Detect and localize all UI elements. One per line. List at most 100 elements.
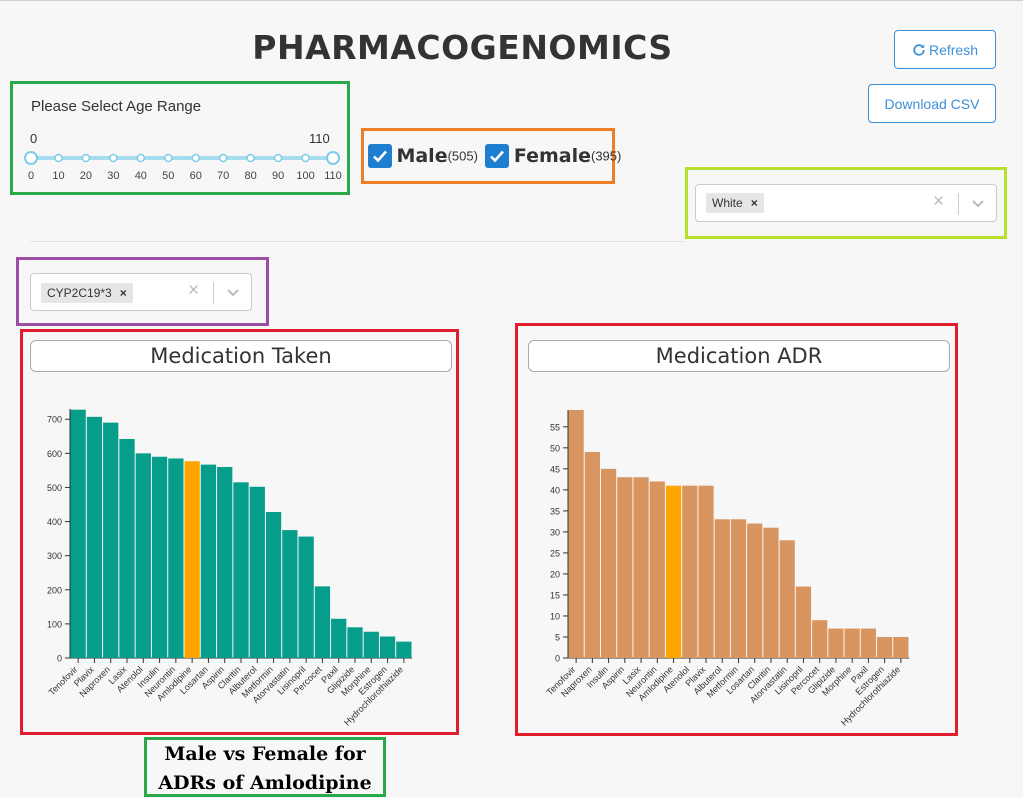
bar[interactable] <box>665 485 682 658</box>
bar[interactable] <box>860 628 877 658</box>
bar[interactable] <box>151 456 168 658</box>
male-label: Male <box>396 145 448 167</box>
medication-taken-panel: Medication Taken 0 100 200 300 400 500 600 700 T… <box>20 329 459 735</box>
age-slider-dot <box>273 153 283 163</box>
age-slider-max-handle[interactable] <box>326 151 340 165</box>
age-tick-label: 30 <box>107 170 120 182</box>
bar[interactable] <box>828 628 844 658</box>
y-tick-label: 5 <box>555 632 560 642</box>
bar[interactable] <box>617 477 633 658</box>
y-tick-label: 300 <box>47 551 62 561</box>
select-separator <box>213 282 214 304</box>
medication-adr-chart: 0510152025303540455055TenofovirNaproxenI… <box>545 410 909 728</box>
age-slider-min-handle[interactable] <box>24 151 38 165</box>
bar[interactable] <box>135 453 151 658</box>
bar[interactable] <box>730 519 747 658</box>
female-label: Female <box>513 145 591 167</box>
bar[interactable] <box>600 468 617 658</box>
age-slider-dot <box>54 153 63 163</box>
bar[interactable] <box>763 527 779 658</box>
bar[interactable] <box>795 586 812 658</box>
age-slider-dot <box>301 153 310 163</box>
bar[interactable] <box>233 482 249 658</box>
y-tick-label: 0 <box>555 654 560 664</box>
gene-select[interactable]: CYP2C19*3 × × <box>30 273 252 311</box>
race-filter-box: White × × <box>685 167 1007 239</box>
bar[interactable] <box>86 416 103 658</box>
gene-tag: CYP2C19*3 × <box>41 283 133 303</box>
female-checkbox[interactable] <box>485 144 510 168</box>
bar[interactable] <box>282 530 298 658</box>
age-slider-dot <box>218 153 228 163</box>
age-tick-label: 50 <box>162 170 175 182</box>
bar[interactable] <box>396 641 412 658</box>
age-slider-dot <box>191 153 200 163</box>
download-csv-button[interactable]: Download CSV <box>868 84 996 123</box>
bar[interactable] <box>70 409 86 658</box>
medication-taken-chart: 0100200300400500600700TenofovirPlavixNap… <box>47 409 412 728</box>
y-tick-label: 50 <box>550 443 560 453</box>
bar[interactable] <box>779 540 795 658</box>
bar[interactable] <box>877 636 893 658</box>
y-tick-label: 35 <box>550 506 560 516</box>
age-tick-label: 10 <box>52 170 65 182</box>
bar[interactable] <box>119 439 135 658</box>
y-tick-label: 15 <box>550 590 560 600</box>
age-slider-dot <box>109 153 118 163</box>
bar[interactable] <box>200 464 217 658</box>
age-range-slider[interactable] <box>23 146 343 170</box>
chevron-down-icon[interactable] <box>226 287 240 299</box>
bar[interactable] <box>168 458 184 658</box>
age-min-value: 0 <box>30 131 38 146</box>
bar[interactable] <box>347 627 363 658</box>
download-csv-label: Download CSV <box>884 95 980 112</box>
bar[interactable] <box>568 410 584 658</box>
bar[interactable] <box>184 461 200 658</box>
bar[interactable] <box>249 486 265 658</box>
remove-tag-icon[interactable]: × <box>119 286 127 300</box>
bar[interactable] <box>812 620 828 658</box>
bar[interactable] <box>379 636 396 658</box>
male-checkbox[interactable] <box>368 144 392 168</box>
y-tick-label: 20 <box>550 569 560 579</box>
y-tick-label: 30 <box>550 527 560 537</box>
refresh-button[interactable]: Refresh <box>894 30 996 69</box>
race-select[interactable]: White × × <box>695 184 997 222</box>
page-title: PHARMACOGENOMICS <box>252 28 673 67</box>
bar[interactable] <box>103 422 119 658</box>
bar[interactable] <box>584 452 600 658</box>
section-divider <box>30 241 685 242</box>
refresh-icon <box>913 43 925 56</box>
chevron-down-icon[interactable] <box>971 198 985 210</box>
bar[interactable] <box>363 631 379 658</box>
y-tick-label: 500 <box>47 483 62 493</box>
bar[interactable] <box>844 628 860 658</box>
bar[interactable] <box>265 512 282 658</box>
bar[interactable] <box>893 636 909 658</box>
bar[interactable] <box>298 536 314 658</box>
age-slider-dot <box>81 153 91 163</box>
bar[interactable] <box>633 477 649 658</box>
bar[interactable] <box>649 481 665 658</box>
y-tick-label: 200 <box>47 585 62 595</box>
clear-icon[interactable]: × <box>933 191 945 212</box>
female-count: (395) <box>590 148 622 164</box>
bar[interactable] <box>314 586 331 658</box>
age-tick-label: 40 <box>134 170 147 182</box>
age-slider-dot <box>136 153 146 163</box>
bar[interactable] <box>698 485 714 658</box>
medication-adr-title: Medication ADR <box>528 340 950 372</box>
bar[interactable] <box>714 519 730 658</box>
bar[interactable] <box>682 485 698 658</box>
check-icon <box>373 150 387 163</box>
age-tick-label: 20 <box>79 170 93 182</box>
y-tick-label: 10 <box>550 611 560 621</box>
medication-adr-panel: Medication ADR 0 5 10 15 20 25 30 35 40 45 50 55 Ten… <box>515 323 958 736</box>
bar[interactable] <box>331 618 347 658</box>
race-tag: White × <box>706 193 764 213</box>
age-slider-dot <box>164 153 173 163</box>
bar[interactable] <box>217 466 233 658</box>
bar[interactable] <box>747 523 763 658</box>
remove-tag-icon[interactable]: × <box>750 196 758 210</box>
clear-icon[interactable]: × <box>188 280 200 301</box>
